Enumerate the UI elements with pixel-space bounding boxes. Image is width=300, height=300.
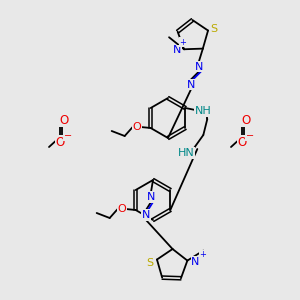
Text: S: S — [211, 23, 218, 34]
Text: NH: NH — [195, 106, 212, 116]
Text: O: O — [117, 204, 126, 214]
Text: O: O — [59, 113, 69, 127]
Text: O: O — [132, 122, 141, 132]
Text: S: S — [146, 257, 154, 268]
Text: −: − — [64, 131, 72, 141]
Text: +: + — [199, 250, 206, 259]
Text: HN: HN — [178, 148, 195, 158]
Text: N: N — [173, 45, 181, 55]
Text: N: N — [142, 210, 150, 220]
Text: −: − — [246, 131, 254, 141]
Text: +: + — [180, 38, 187, 47]
Text: N: N — [147, 192, 155, 202]
Text: N: N — [195, 61, 203, 72]
Text: O: O — [237, 136, 247, 148]
Text: N: N — [191, 256, 200, 267]
Text: N: N — [187, 80, 195, 90]
Text: O: O — [242, 113, 250, 127]
Text: O: O — [56, 136, 64, 148]
